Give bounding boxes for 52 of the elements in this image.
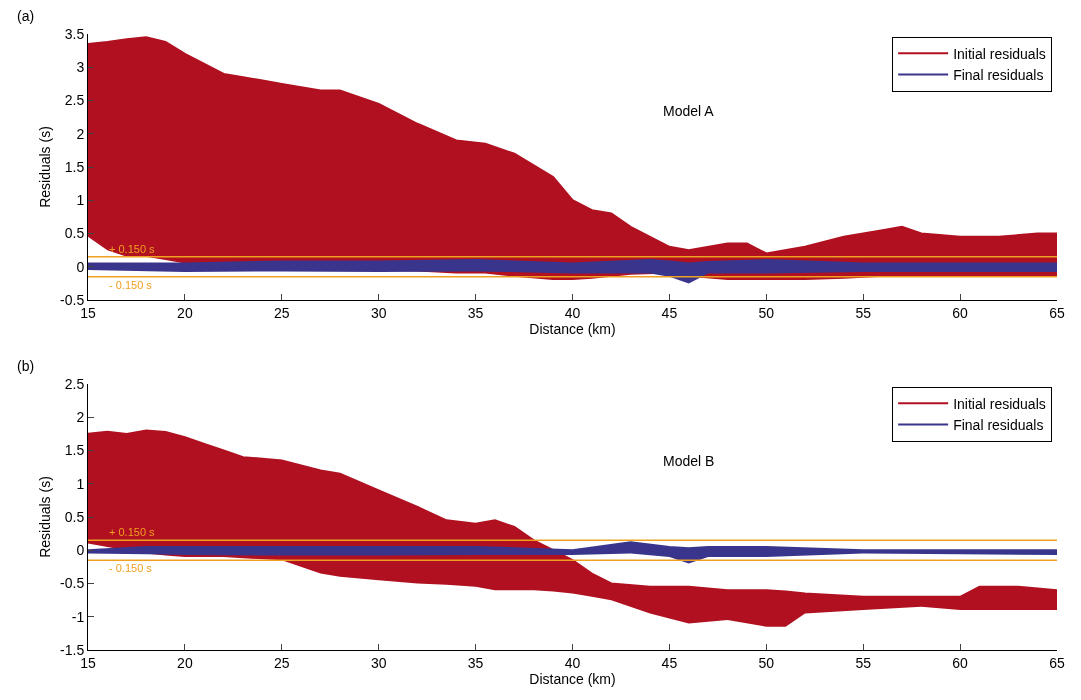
y-axis-title: Residuals (s) <box>36 476 53 558</box>
legend-label: Final residuals <box>953 66 1044 83</box>
legend-label: Initial residuals <box>953 45 1046 62</box>
legend-label: Final residuals <box>953 416 1044 433</box>
x-tick-label: 30 <box>370 654 387 671</box>
y-tick-label: 3.5 <box>64 25 85 42</box>
y-axis-title: Residuals (s) <box>36 126 53 208</box>
y-tick-label: 2 <box>76 125 85 142</box>
legend-label: Initial residuals <box>953 395 1046 412</box>
text: (a) <box>17 8 35 24</box>
y-tick-label: 2 <box>76 409 85 426</box>
y-tick-label: 0 <box>76 542 85 559</box>
ref-line-label: - 0.150 s <box>109 562 153 574</box>
x-tick-label: 45 <box>661 304 678 321</box>
x-tick-label: 65 <box>1049 654 1065 671</box>
y-tick-label: 3 <box>76 59 85 76</box>
y-tick-label: -0.5 <box>60 575 85 592</box>
y-tick-label: 0 <box>76 258 85 275</box>
x-tick-label: 30 <box>370 304 387 321</box>
x-tick-label: 25 <box>274 304 290 321</box>
x-tick-label: 40 <box>564 304 581 321</box>
y-tick-label: 1 <box>76 192 85 209</box>
ref-line-label: - 0.150 s <box>109 279 153 291</box>
y-tick-label: 2.5 <box>64 375 85 392</box>
y-tick-label: 0.5 <box>64 225 85 242</box>
x-tick-label: 60 <box>952 304 969 321</box>
x-tick-label: 50 <box>758 304 775 321</box>
y-tick-label: 1.5 <box>64 158 85 175</box>
x-tick-label: 55 <box>855 304 872 321</box>
x-tick-label: 50 <box>758 654 775 671</box>
x-axis-title: Distance (km) <box>529 321 616 338</box>
x-tick-label: 60 <box>952 654 969 671</box>
x-axis-title: Distance (km) <box>529 671 616 688</box>
ref-line-label: + 0.150 s <box>109 526 156 538</box>
x-tick-label: 40 <box>564 654 581 671</box>
annotation: Model B <box>663 453 715 469</box>
x-tick-label: 25 <box>274 654 290 671</box>
annotation: Model A <box>663 103 715 119</box>
y-tick-label: 2.5 <box>64 92 85 109</box>
x-tick-label: 35 <box>467 304 484 321</box>
x-tick-label: 45 <box>661 654 678 671</box>
x-tick-label: 35 <box>467 654 484 671</box>
y-tick-label: 1.5 <box>64 442 85 459</box>
ref-line-label: + 0.150 s <box>109 243 156 255</box>
y-tick-label: -1 <box>71 608 85 625</box>
x-tick-label: 20 <box>177 654 193 671</box>
text: (b) <box>17 358 35 374</box>
y-tick-label: 1 <box>76 475 85 492</box>
x-tick-label: 65 <box>1049 304 1065 321</box>
x-tick-label: 20 <box>177 304 193 321</box>
y-tick-label: 0.5 <box>64 508 85 525</box>
x-tick-label: 55 <box>855 654 872 671</box>
